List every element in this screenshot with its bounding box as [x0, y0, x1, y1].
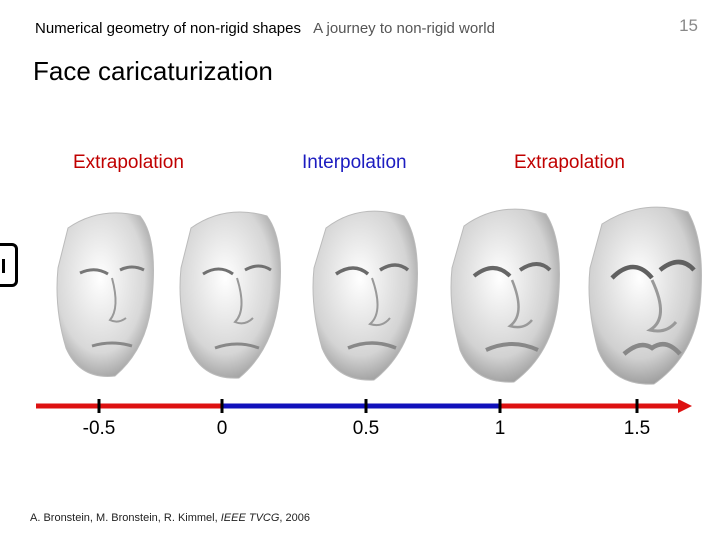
weight-axis — [36, 399, 692, 413]
citation: A. Bronstein, M. Bronstein, R. Kimmel, I… — [30, 512, 310, 524]
slide-title: Face caricaturization — [33, 56, 273, 86]
side-marker — [0, 243, 18, 287]
face-1.5 — [588, 206, 702, 385]
lecture-title: A journey to non-rigid world — [313, 20, 495, 37]
citation-year: , 2006 — [279, 512, 311, 524]
tick-label: 0 — [216, 418, 228, 439]
slide-header: Numerical geometry of non-rigid shapes A… — [35, 20, 495, 37]
citation-authors: A. Bronstein, M. Bronstein, R. Kimmel, — [30, 512, 221, 524]
axis-arrow-icon — [678, 399, 692, 413]
region-label-right-extrapolation: Extrapolation — [514, 152, 625, 173]
face-0 — [179, 211, 281, 379]
course-title: Numerical geometry of non-rigid shapes — [35, 20, 301, 37]
tick-label: -0.5 — [82, 418, 116, 439]
tick-label: 1.5 — [623, 418, 651, 439]
tick-label: 1 — [494, 418, 506, 439]
page-number: 15 — [679, 16, 698, 35]
region-label-left-extrapolation: Extrapolation — [73, 152, 184, 173]
face-row — [20, 198, 710, 388]
face-minus-0.5 — [56, 212, 154, 377]
face-1 — [450, 208, 560, 383]
face-0.5 — [312, 210, 418, 381]
citation-venue: IEEE TVCG — [220, 512, 280, 524]
tick-label: 0.5 — [352, 418, 380, 439]
region-label-interpolation: Interpolation — [302, 152, 407, 173]
